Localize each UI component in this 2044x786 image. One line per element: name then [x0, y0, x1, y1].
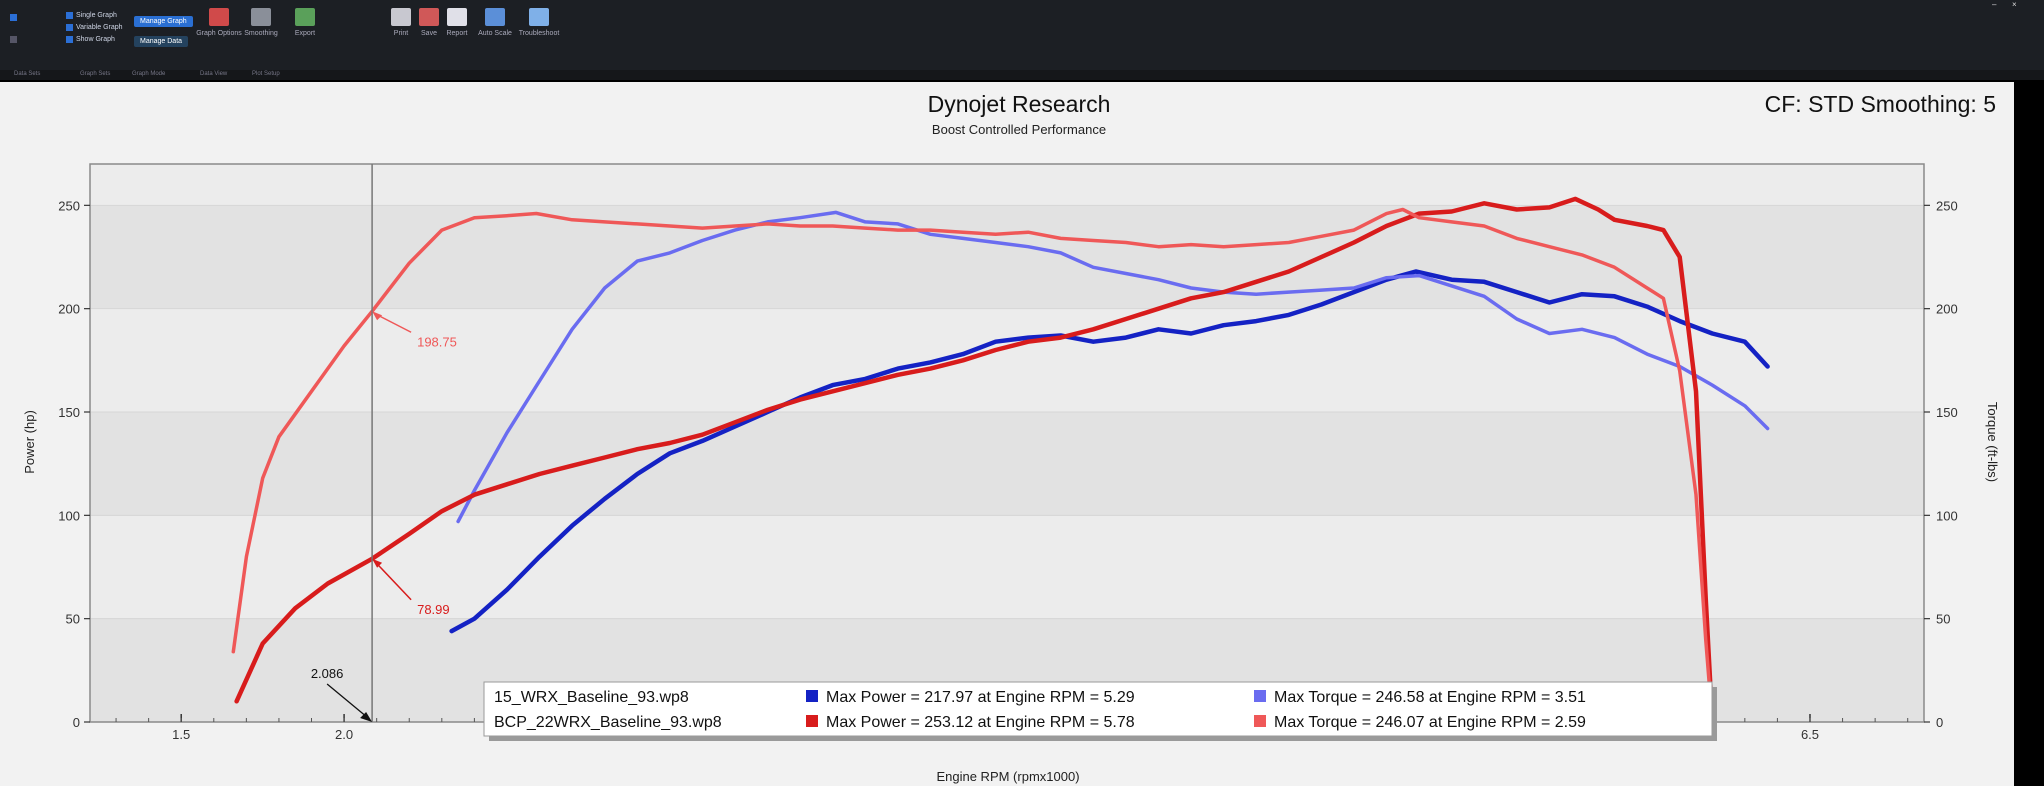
tool-label: Auto Scale: [478, 30, 512, 37]
export-icon: [295, 8, 315, 26]
print-icon: [391, 8, 411, 26]
y2-tick-label: 0: [1936, 715, 1943, 730]
legend-max-torque: Max Torque = 246.07 at Engine RPM = 2.59: [1274, 714, 1586, 731]
chart-tool-button[interactable]: Auto Scale: [472, 8, 518, 48]
tool-label: Smoothing: [244, 30, 278, 37]
cf-smoothing-label: CF: STD Smoothing: 5: [1765, 91, 1996, 117]
cursor-x-label: 2.086: [311, 666, 344, 681]
tab-plot-setup[interactable]: Plot Setup: [252, 71, 280, 77]
x-tick-label: 1.5: [172, 727, 190, 742]
y2-tick-label: 250: [1936, 198, 1958, 213]
doc-tool-button[interactable]: Save: [406, 8, 452, 48]
y2-tick-label: 150: [1936, 405, 1958, 420]
y-tick-label: 250: [58, 198, 80, 213]
legend-file-name: BCP_22WRX_Baseline_93.wp8: [494, 714, 722, 731]
grid-band: [90, 412, 1924, 516]
check-show-graph[interactable]: Show Graph: [66, 36, 115, 43]
tool-label: Save: [421, 30, 437, 37]
cursor-x-leader: [326, 683, 369, 719]
manage-graph-button[interactable]: Manage Graph: [134, 16, 193, 27]
y-tick-label: 200: [58, 302, 80, 317]
y2-tick-label: 200: [1936, 302, 1958, 317]
cursor-marker-arrow: [372, 311, 383, 321]
tab-data-sets[interactable]: Data Sets: [14, 71, 41, 77]
legend-power-swatch: [806, 715, 818, 727]
x-tick-label: 6.5: [1801, 727, 1819, 742]
series-line-3: [231, 207, 1715, 724]
tool-label: Print: [393, 30, 409, 37]
legend-max-torque: Max Torque = 246.58 at Engine RPM = 3.51: [1274, 689, 1586, 706]
y-tick-label: 50: [66, 612, 80, 627]
tab-graph-sets[interactable]: Graph Sets: [80, 71, 111, 77]
ribbon-toolbar: Single Graph Variable Graph Show Graph M…: [0, 0, 2044, 80]
y-tick-label: 0: [73, 715, 80, 730]
close-icon[interactable]: ×: [2012, 0, 2017, 9]
bars-tool-button[interactable]: Smoothing: [238, 8, 284, 48]
legend-power-swatch: [806, 690, 818, 702]
tool-label: Troubleshoot: [518, 30, 560, 37]
cursor-marker-arrow: [372, 558, 383, 568]
bars-icon: [251, 8, 271, 26]
series-line-1: [456, 210, 1770, 524]
legend-box: [483, 681, 1713, 737]
series-line-0: [449, 269, 1770, 634]
check-single-graph[interactable]: Single Graph: [66, 12, 117, 19]
chart-icon: [485, 8, 505, 26]
series-line-2: [234, 196, 1715, 725]
legend-max-power: Max Power = 253.12 at Engine RPM = 5.78: [826, 714, 1135, 731]
y-axis-label: Power (hp): [22, 410, 37, 474]
cursor-x-arrow: [360, 712, 373, 722]
flag-tool-button[interactable]: Report: [434, 8, 480, 48]
y2-tick-label: 50: [1936, 612, 1950, 627]
print-tool-button[interactable]: Print: [378, 8, 424, 48]
cursor-value-label: 78.99: [417, 602, 450, 617]
legend-file-name: 15_WRX_Baseline_93.wp8: [494, 689, 689, 706]
chart-title: Dynojet Research: [928, 91, 1111, 117]
wrench-tool-button[interactable]: Troubleshoot: [516, 8, 562, 48]
tab-graph-mode[interactable]: Graph Mode: [132, 71, 166, 77]
cube-tool-button[interactable]: Graph Options: [196, 8, 242, 48]
cursor-value-label: 198.75: [417, 334, 457, 349]
y-tick-label: 100: [58, 508, 80, 523]
export-tool-button[interactable]: Export: [282, 8, 328, 48]
minimize-icon[interactable]: –: [1992, 0, 1997, 9]
ribbon-left-item-2[interactable]: [10, 36, 17, 43]
y2-tick-label: 100: [1936, 508, 1958, 523]
x-axis-label: Engine RPM (rpmx1000): [936, 769, 1079, 784]
check-variable-graph[interactable]: Variable Graph: [66, 24, 123, 31]
cursor-marker-leader: [373, 560, 412, 601]
tab-data-view[interactable]: Data View: [200, 71, 228, 77]
legend: 15_WRX_Baseline_93.wp8 Max Power = 217.97…: [483, 681, 1717, 741]
wrench-icon: [529, 8, 549, 26]
tool-label: Report: [446, 30, 468, 37]
y2-axis-label: Torque (ft-lbs): [1985, 402, 2000, 482]
flag-icon: [447, 8, 467, 26]
grid-band: [90, 205, 1924, 309]
legend-torque-swatch: [1254, 690, 1266, 702]
legend-max-power: Max Power = 217.97 at Engine RPM = 5.29: [826, 689, 1135, 706]
x-tick-label: 2.0: [335, 727, 353, 742]
ribbon-tab-row: Data Sets Graph Sets Graph Mode Data Vie…: [0, 70, 2044, 80]
tool-label: Export: [294, 30, 316, 37]
chart-subtitle: Boost Controlled Performance: [932, 122, 1106, 137]
y-tick-label: 150: [58, 405, 80, 420]
cube-icon: [209, 8, 229, 26]
legend-torque-swatch: [1254, 715, 1266, 727]
window-edge: [2014, 82, 2044, 786]
tool-label: Graph Options: [196, 30, 242, 37]
ribbon-left-item[interactable]: [10, 14, 17, 21]
doc-icon: [419, 8, 439, 26]
manage-data-button[interactable]: Manage Data: [134, 36, 189, 47]
